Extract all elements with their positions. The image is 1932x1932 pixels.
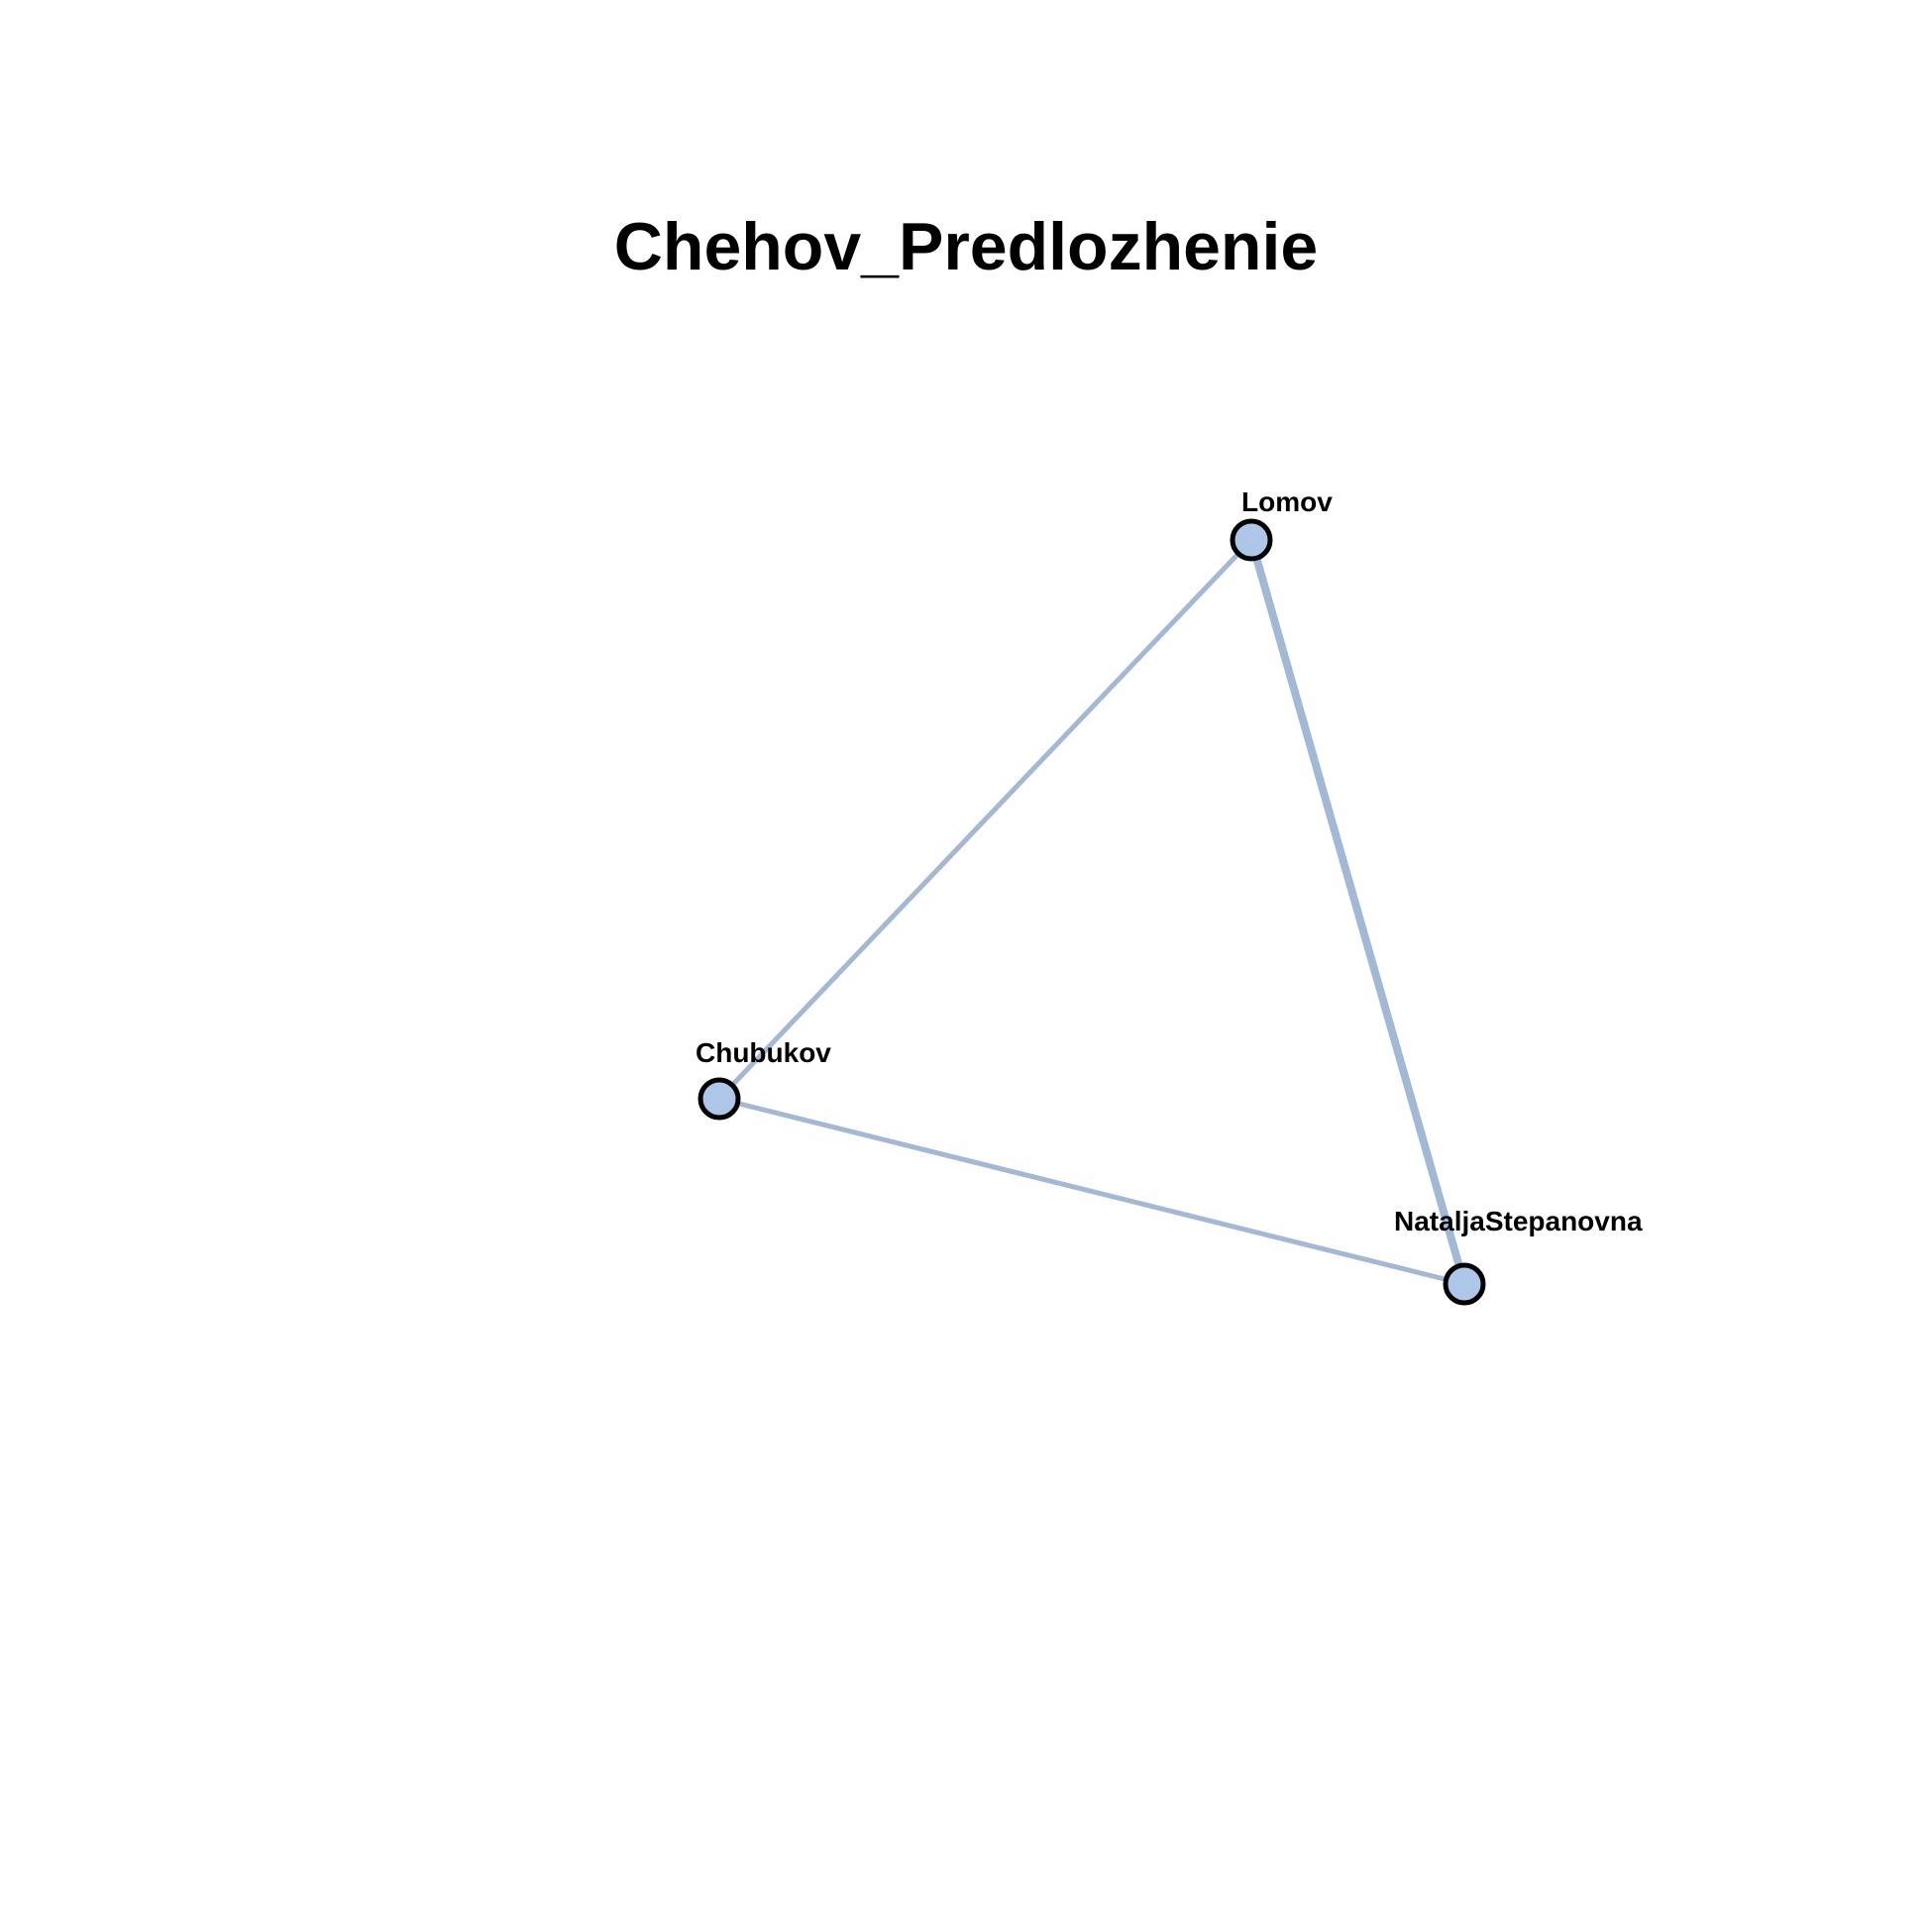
node-chubukov[interactable] [698, 1077, 741, 1121]
edge-lomov-chubukov [716, 537, 1254, 1102]
node-natalja[interactable] [1443, 1262, 1486, 1306]
graph-title: Chehov_Predlozhenie [614, 209, 1318, 284]
node-lomov[interactable] [1230, 518, 1273, 562]
edges-layer [716, 536, 1468, 1288]
node-label-natalja: NataljaStepanovna [1394, 1206, 1643, 1236]
nodes-layer [698, 518, 1486, 1306]
node-label-lomov: Lomov [1241, 486, 1333, 517]
node-label-chubukov: Chubukov [696, 1037, 831, 1068]
edge-chubukov-natalja [716, 1096, 1467, 1287]
edge-lomov-natalja [1247, 536, 1468, 1288]
labels-layer: Lomov Chubukov NataljaStepanovna [696, 486, 1643, 1236]
